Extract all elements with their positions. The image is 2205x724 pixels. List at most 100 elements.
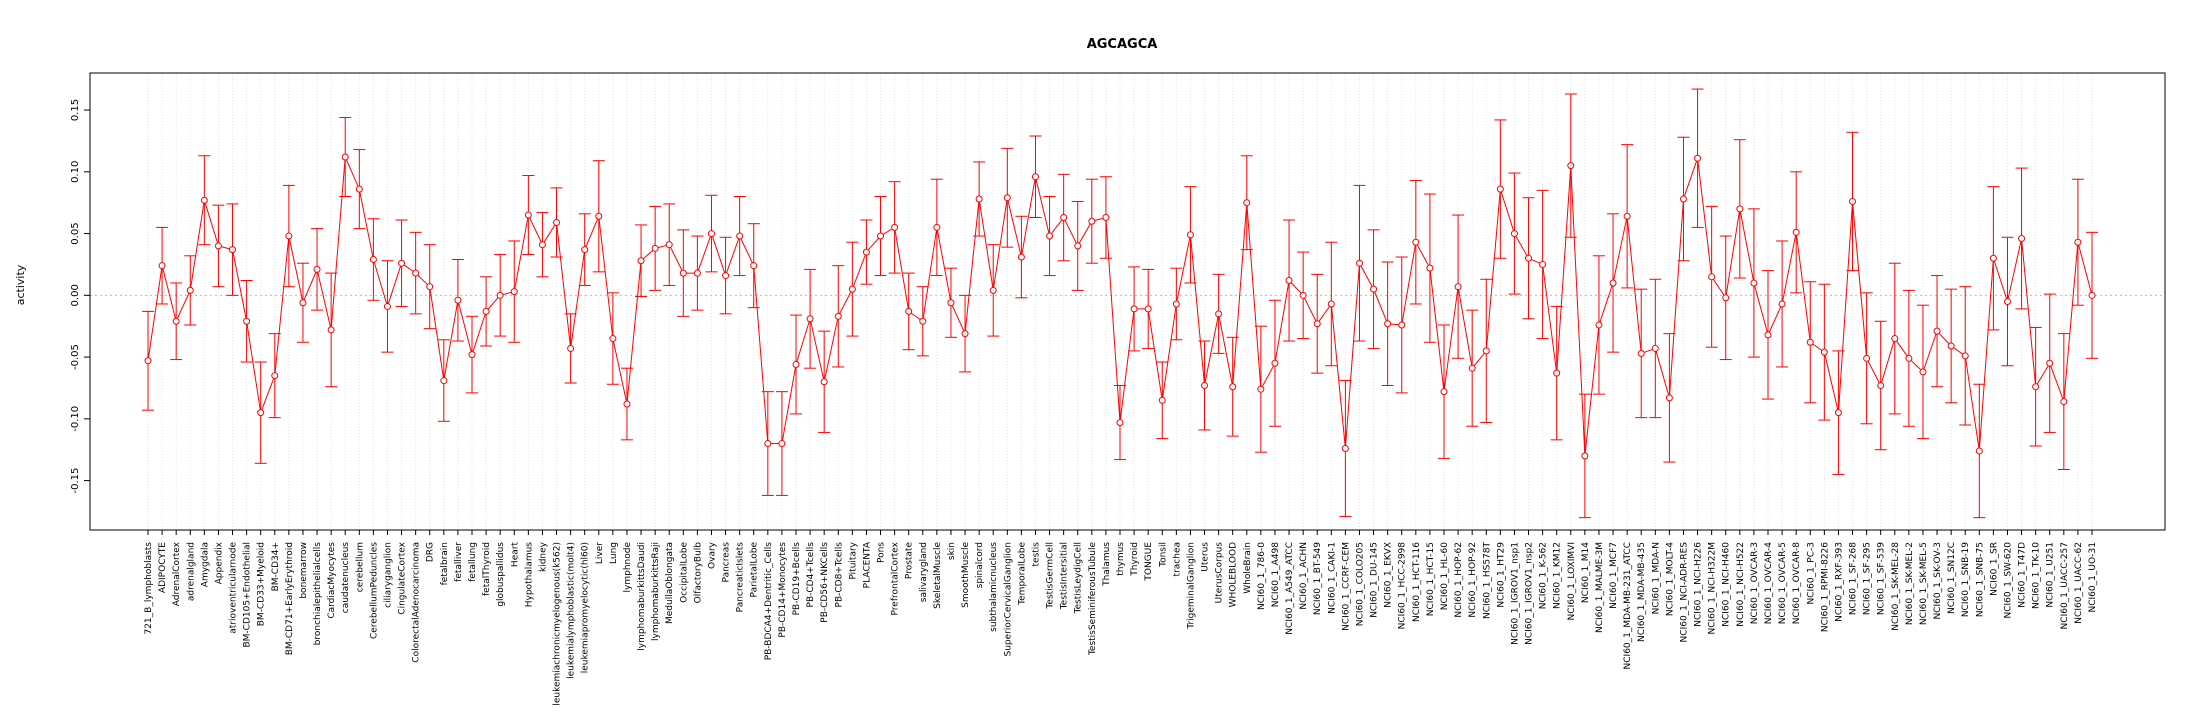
data-point	[1510, 230, 1518, 238]
x-tick-label: Liver	[595, 542, 605, 564]
x-tick-label: AdrenalCortex	[172, 541, 182, 606]
data-point	[1750, 279, 1758, 287]
data-point	[792, 360, 800, 368]
data-point	[1792, 228, 1800, 236]
x-tick-label: NCI60_1_UACC-62	[2074, 542, 2084, 624]
data-point	[1525, 254, 1533, 262]
data-point	[1806, 338, 1814, 346]
data-point	[679, 269, 687, 277]
data-point	[299, 299, 307, 307]
x-tick-label: NCI60_1_OVCAR-3	[1750, 542, 1760, 624]
data-point	[1398, 321, 1406, 329]
grid-layer	[147, 73, 2093, 530]
x-tick-label: globuspallidus	[496, 542, 506, 607]
x-tick-label: ParietalLobe	[750, 542, 760, 598]
data-point	[1201, 381, 1209, 389]
x-tick-label: adrenalgland	[186, 542, 196, 601]
data-point	[1482, 347, 1490, 355]
data-point	[834, 312, 842, 320]
x-tick-label: fetalliver	[454, 542, 464, 582]
y-tick-label: 0.15	[70, 99, 81, 121]
data-point	[736, 232, 744, 240]
data-point	[905, 307, 913, 315]
y-tick-label: 0.00	[70, 284, 81, 306]
data-point	[722, 272, 730, 280]
data-point	[1031, 173, 1039, 181]
x-tick-label: salivarygland	[919, 542, 929, 602]
x-tick-label: SmoothMuscle	[961, 542, 971, 608]
data-point	[313, 265, 321, 273]
x-tick-label: NCI60_1_MDA-N	[1651, 542, 1661, 614]
data-point	[1877, 381, 1885, 389]
data-point	[1130, 305, 1138, 313]
x-tick-label: leukemiachronicmyelogenous(k562)	[553, 542, 563, 706]
x-tick-label: fetallung	[468, 542, 478, 582]
x-tick-label: NCI60_1_RXF-393	[1834, 542, 1844, 622]
x-tick-label: NCI60_1_HOP-62	[1454, 542, 1464, 618]
data-point	[1243, 199, 1251, 207]
data-point	[1539, 260, 1547, 268]
x-tick-label: Tonsil	[1158, 542, 1168, 568]
data-point	[1172, 300, 1180, 308]
data-point	[1623, 212, 1631, 220]
data-point	[750, 262, 758, 270]
x-tick-label: NCI60_1_A549_ATCC	[1285, 542, 1295, 635]
data-point	[1820, 348, 1828, 356]
x-tick-label: TemporalLobe	[1017, 542, 1027, 606]
x-tick-label: TestisIntersitial	[1060, 542, 1070, 610]
series-layer	[142, 88, 2098, 519]
data-point	[1186, 231, 1194, 239]
x-tick-label: OlfactoryBulb	[693, 542, 703, 604]
data-point	[214, 242, 222, 250]
x-tick-label: lymphomaburkittsRaji	[651, 542, 661, 641]
data-point	[1679, 195, 1687, 203]
x-tick-label: TestisSeminiferousTubule	[1088, 542, 1098, 656]
data-point	[1327, 300, 1335, 308]
data-point	[271, 372, 279, 380]
data-point	[1116, 419, 1124, 427]
x-tick-label: ADIPOCYTE	[158, 542, 168, 593]
x-tick-label: NCI60_1_COLO205	[1355, 542, 1365, 626]
data-point	[2046, 359, 2054, 367]
data-point	[1088, 217, 1096, 225]
x-tick-label: Hypothalamus	[524, 542, 534, 608]
x-tick-label: NCI60_1_SW-620	[2003, 542, 2013, 619]
data-point	[1496, 185, 1504, 193]
plot-frame	[89, 72, 2166, 531]
data-point	[820, 378, 828, 386]
x-tick-label: leukemialymphoblastic(molt4)	[567, 542, 577, 679]
x-tick-label: NCI60_1_CAKI-1	[1327, 542, 1337, 614]
data-point	[862, 248, 870, 256]
x-tick-label: PB-BDCA4+Dentritic_Cells	[764, 542, 774, 661]
x-tick-label: PB-CD8+Tcells	[834, 542, 844, 608]
x-tick-label: BM-CD71+EarlyErythroid	[285, 542, 295, 655]
data-point	[1905, 354, 1913, 362]
x-tick-label: ciliaryganglion	[383, 542, 393, 608]
data-point	[1863, 354, 1871, 362]
x-tick-label: NCI60_1_ACHN	[1299, 542, 1309, 610]
data-point	[961, 330, 969, 338]
x-tick-label: OccipitalLobe	[679, 542, 689, 603]
x-tick-label: BM-CD33+Myeloid	[257, 542, 267, 626]
data-point	[806, 315, 814, 323]
data-point	[496, 291, 504, 299]
data-point	[567, 344, 575, 352]
x-tick-label: BM-CD34+	[271, 542, 281, 591]
data-point	[1651, 344, 1659, 352]
x-tick-label: Prostate	[905, 542, 915, 580]
x-tick-label: bonemarrow	[299, 542, 309, 599]
x-tick-label: NCI60_1_TK-10	[2032, 542, 2042, 609]
x-tick-label: NCI60_1_K-562	[1539, 542, 1549, 609]
data-point	[2018, 235, 2026, 243]
data-point	[1637, 349, 1645, 357]
data-point	[1764, 331, 1772, 339]
data-point	[186, 286, 194, 294]
x-tick-label: NCI60_1_NCI-ADR-RES	[1679, 542, 1689, 643]
data-point	[707, 230, 715, 238]
data-point	[257, 409, 265, 417]
data-point	[1722, 294, 1730, 302]
x-tick-label: CingulateCortex	[398, 541, 408, 614]
x-tick-label: bronchialepithelialcells	[313, 542, 323, 646]
x-tick-label: 721_B_lymphoblasts	[144, 542, 154, 635]
